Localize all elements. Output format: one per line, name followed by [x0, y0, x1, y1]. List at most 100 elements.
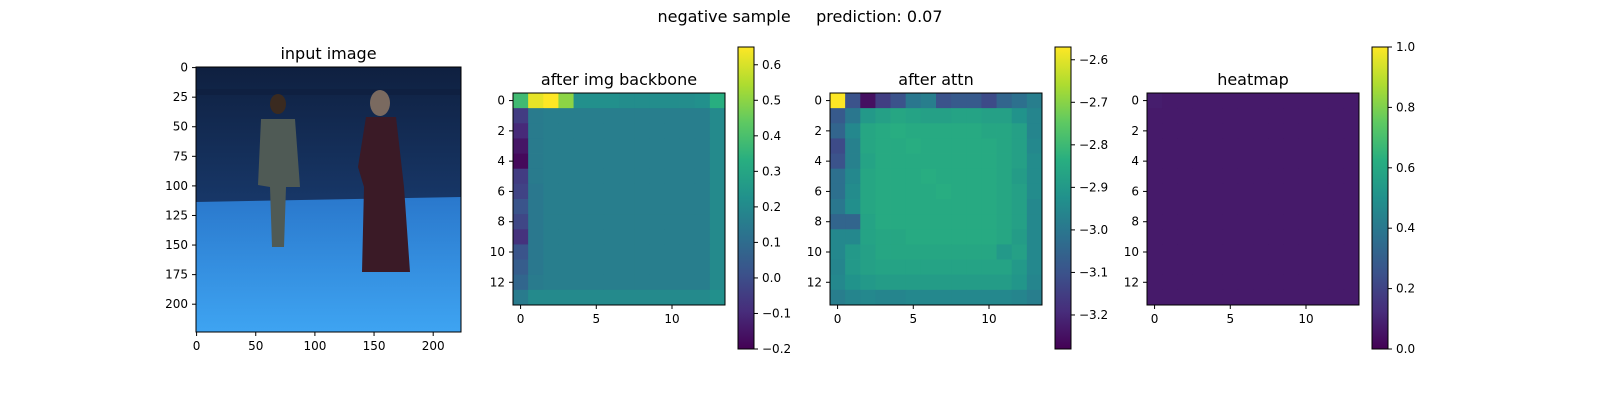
- heatmap-cell: [1283, 93, 1299, 109]
- heatmap-cell: [543, 229, 559, 245]
- heatmap-cell: [649, 289, 665, 306]
- heatmap-cell: [603, 199, 620, 215]
- heatmap-cell: [619, 244, 635, 260]
- heatmap-cell: [619, 229, 635, 245]
- heatmap-cell: [830, 168, 846, 185]
- heatmap-cell: [966, 168, 982, 185]
- heatmap-cell: [860, 138, 876, 154]
- heatmap-cell: [1253, 259, 1269, 276]
- heatmap-cell: [875, 183, 891, 200]
- heatmap-cell: [845, 214, 861, 230]
- heatmap-cell: [1237, 123, 1254, 139]
- heatmap-cell: [1026, 93, 1043, 109]
- x-tick-label: 0: [1151, 312, 1159, 326]
- heatmap-cell: [981, 259, 997, 276]
- heatmap-cell: [845, 168, 861, 185]
- heatmap-cell: [951, 153, 967, 170]
- heatmap-cell: [860, 123, 876, 139]
- heatmap-cell: [1177, 153, 1193, 170]
- heatmap-cell: [694, 214, 711, 230]
- heatmap-cell: [905, 259, 922, 276]
- heatmap-cell: [1026, 259, 1043, 276]
- input-image-panel: input image 0 50 100 150 200 0 25 50 75 100 125 150 1…: [165, 44, 462, 353]
- heatmap-cell: [694, 199, 711, 215]
- heatmap-cell: [513, 274, 529, 291]
- floor: [196, 197, 461, 332]
- heatmap-cell: [649, 274, 665, 291]
- heatmap-cell: [845, 108, 861, 124]
- heatmap-cell: [1177, 199, 1193, 215]
- heatmap-cell: [679, 168, 696, 185]
- heatmap-cell: [845, 138, 861, 154]
- heatmap-cell: [543, 93, 559, 109]
- heatmap-cell: [830, 123, 846, 139]
- heatmap-cell: [936, 138, 952, 154]
- heatmap-cell: [1177, 93, 1193, 109]
- x-tick-label: 5: [909, 312, 917, 326]
- heatmap-cell: [634, 274, 650, 291]
- heatmap-cell: [966, 274, 982, 291]
- heatmap-cell: [1026, 123, 1043, 139]
- heatmap-cell: [830, 138, 846, 154]
- heatmap-cell: [890, 259, 907, 276]
- heatmap-cell: [1026, 108, 1043, 124]
- heatmap-cell: [996, 138, 1013, 154]
- heatmap-cell: [1147, 93, 1163, 109]
- x-tick-label: 5: [592, 312, 600, 326]
- heatmap-cell: [634, 229, 650, 245]
- heatmap-cell: [1026, 274, 1043, 291]
- heatmap-cell: [558, 229, 574, 245]
- heatmap-cell: [1268, 183, 1284, 200]
- heatmap-cell: [1298, 138, 1314, 154]
- heatmap-cell: [890, 274, 907, 291]
- heatmap-cell: [679, 138, 696, 154]
- heatmap-cell: [890, 123, 907, 139]
- heatmap-cell: [920, 123, 937, 139]
- heatmap-cell: [1298, 199, 1314, 215]
- heatmap-cell: [875, 289, 891, 306]
- heatmap-cell: [1237, 183, 1254, 200]
- heatmap-cell: [1237, 229, 1254, 245]
- heatmap-cell: [1147, 274, 1163, 291]
- heatmap-cell: [905, 138, 922, 154]
- panel-title: input image: [280, 44, 376, 63]
- y-tick-label: 4: [814, 154, 822, 168]
- heatmap-cell: [920, 289, 937, 306]
- heatmap-cell: [1328, 183, 1345, 200]
- heatmap-cell: [1207, 183, 1224, 200]
- heatmap-cell: [588, 183, 605, 200]
- heatmap-cell: [936, 168, 952, 185]
- heatmap-cell: [1253, 244, 1269, 260]
- heatmap-cell: [966, 244, 982, 260]
- heatmap-cell: [920, 183, 937, 200]
- heatmap-cell: [528, 259, 544, 276]
- heatmap-cell: [830, 274, 846, 291]
- heatmap-cell: [588, 108, 605, 124]
- axes-frame: [829, 92, 1043, 306]
- heatmap-cell: [1011, 214, 1028, 230]
- heatmap-cell: [573, 93, 590, 109]
- heatmap-cell: [679, 244, 696, 260]
- heatmap-cell: [558, 123, 574, 139]
- heatmap-cell: [1177, 229, 1193, 245]
- heatmap-cell: [649, 93, 665, 109]
- heatmap-cell: [603, 229, 620, 245]
- heatmap-cell: [588, 214, 605, 230]
- heatmap-cell: [1313, 289, 1330, 306]
- heatmap-cell: [1147, 123, 1163, 139]
- heatmap-cell: [1253, 214, 1269, 230]
- body: [258, 119, 300, 247]
- heatmap-cell: [709, 123, 726, 139]
- y-tick-label: 0: [497, 94, 505, 108]
- heatmap-cell: [951, 259, 967, 276]
- axes-frame: [195, 66, 462, 333]
- heatmap-cell: [1222, 289, 1239, 306]
- heatmap-cell: [1283, 108, 1299, 124]
- heatmap-cell: [1162, 274, 1178, 291]
- heatmap-cell: [981, 168, 997, 185]
- heatmap-cell: [1328, 289, 1345, 306]
- heatmap-cell: [1268, 259, 1284, 276]
- heatmap-cell: [951, 138, 967, 154]
- after-img-backbone-panel: after img backbone 0 5 10 0 2 4 6 8 10 12 0.6 0.5 0.4…: [490, 46, 791, 356]
- heatmap-cell: [1162, 153, 1178, 170]
